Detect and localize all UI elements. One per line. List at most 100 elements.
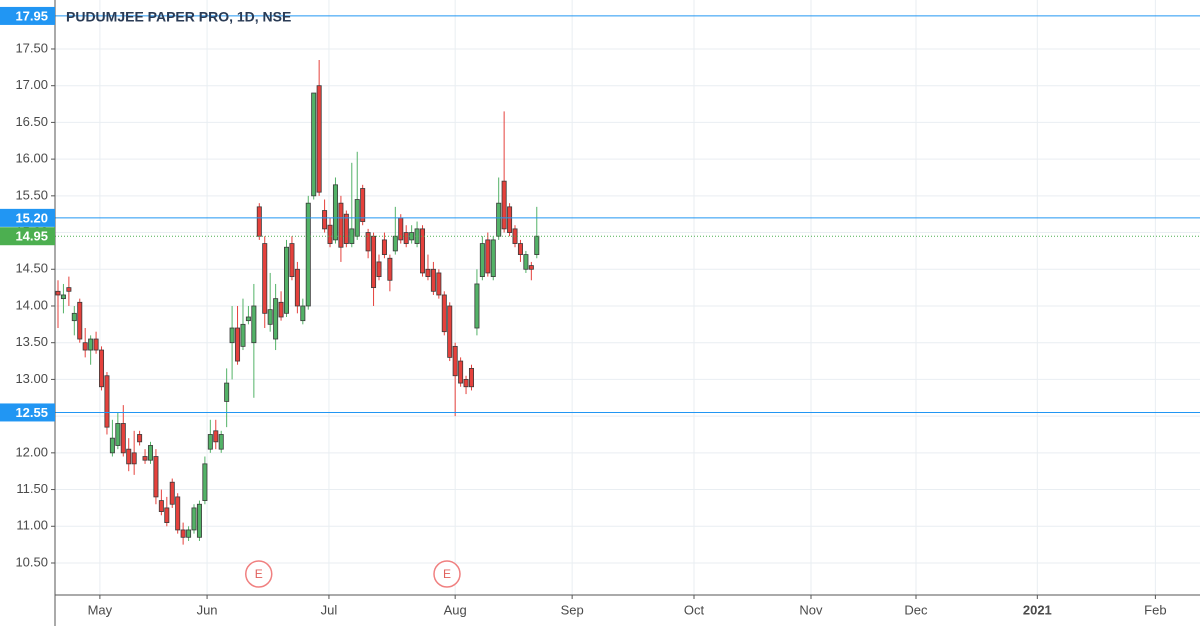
candle-body xyxy=(158,500,164,512)
candle-body xyxy=(490,239,496,278)
candle-body xyxy=(147,445,153,461)
x-tick-label: Feb xyxy=(1144,602,1166,617)
candle-body xyxy=(447,305,453,358)
candle-body xyxy=(420,228,426,274)
candle-body xyxy=(169,481,175,505)
candle-body xyxy=(468,367,474,388)
x-tick-label: Sep xyxy=(561,602,584,617)
price-label: 17.95 xyxy=(15,8,48,23)
candle-body xyxy=(425,268,431,278)
chart-title: PUDUMJEE PAPER PRO, 1D, NSE xyxy=(66,9,291,25)
candle-body xyxy=(414,228,420,244)
candle-body xyxy=(60,294,66,300)
candle-body xyxy=(131,452,137,465)
candle-body xyxy=(218,434,224,450)
earnings-label: E xyxy=(255,567,263,581)
earnings-marker xyxy=(433,560,461,588)
candle-body xyxy=(289,243,295,278)
candle-body xyxy=(376,261,382,278)
candle-body xyxy=(191,507,197,531)
y-tick-label: 17.00 xyxy=(15,77,48,92)
y-tick-label: 14.00 xyxy=(15,297,48,312)
price-label: 12.55 xyxy=(15,405,48,420)
x-tick-label: 2021 xyxy=(1023,602,1052,617)
price-label: 14.95 xyxy=(15,229,48,244)
candle-body xyxy=(267,309,273,325)
candle-body xyxy=(430,268,436,292)
candle-body xyxy=(262,243,268,314)
candle-body xyxy=(245,316,251,322)
candle-body xyxy=(256,206,262,237)
candle-body xyxy=(305,202,311,307)
candle-body xyxy=(109,437,115,454)
candle-body xyxy=(99,349,105,388)
candle-body xyxy=(474,283,480,329)
candle-body xyxy=(365,232,371,252)
candle-body xyxy=(458,360,464,384)
candle-body xyxy=(523,254,529,270)
earnings-marker xyxy=(245,560,273,588)
candle-body xyxy=(88,338,94,351)
x-tick-label: Jul xyxy=(321,602,338,617)
y-tick-label: 13.50 xyxy=(15,334,48,349)
candle-body xyxy=(512,228,518,244)
x-tick-label: Aug xyxy=(444,602,467,617)
candle-body xyxy=(186,529,192,538)
y-tick-label: 10.50 xyxy=(15,554,48,569)
candle-body xyxy=(300,305,306,322)
candle-body xyxy=(338,202,344,248)
candle-body xyxy=(507,206,513,233)
x-tick-label: Nov xyxy=(799,602,823,617)
y-tick-label: 16.50 xyxy=(15,114,48,129)
candle-body xyxy=(452,345,458,377)
grid xyxy=(55,0,1200,595)
y-tick-label: 15.50 xyxy=(15,187,48,202)
candle-body xyxy=(142,456,148,461)
price-label-box xyxy=(0,227,55,246)
candle-body xyxy=(93,338,99,351)
candle-body xyxy=(436,272,442,296)
y-tick-label: 14.50 xyxy=(15,261,48,276)
y-tick-label: 12.00 xyxy=(15,444,48,459)
candle-body xyxy=(71,312,77,322)
candle-body xyxy=(82,342,88,351)
x-tick-label: Dec xyxy=(904,602,928,617)
price-label-box xyxy=(0,6,55,25)
candle-body xyxy=(294,268,300,307)
candle-body xyxy=(180,529,186,538)
price-label-box xyxy=(0,208,55,227)
y-tick-label: 11.50 xyxy=(16,481,48,496)
candle-body xyxy=(409,232,415,241)
candle-body xyxy=(311,92,317,197)
candle-body xyxy=(327,224,333,244)
x-tick-label: Oct xyxy=(684,602,705,617)
candle-body xyxy=(164,507,170,523)
y-tick-label: 16.00 xyxy=(15,151,48,166)
candle-body xyxy=(349,228,355,244)
candle-body xyxy=(528,265,534,270)
earnings-label: E xyxy=(443,567,451,581)
candle-body xyxy=(278,301,284,318)
candle-body xyxy=(66,287,72,292)
candle-body xyxy=(240,323,246,347)
candle-body xyxy=(115,423,121,446)
candle-body xyxy=(392,235,398,252)
candle-body xyxy=(251,305,257,344)
candle-body xyxy=(496,202,502,237)
y-tick-label: 17.50 xyxy=(15,40,48,55)
candle-body xyxy=(137,434,143,443)
price-label-box xyxy=(0,403,55,422)
candle-body xyxy=(175,496,181,531)
candle-body xyxy=(534,235,540,255)
candle-body xyxy=(479,243,485,278)
candle-body xyxy=(284,246,290,314)
candle-body xyxy=(55,290,61,296)
candle-body xyxy=(463,379,469,388)
candle-body xyxy=(485,239,491,274)
candle-body xyxy=(207,434,213,450)
candle-body xyxy=(332,184,338,241)
candle-body xyxy=(403,232,409,244)
